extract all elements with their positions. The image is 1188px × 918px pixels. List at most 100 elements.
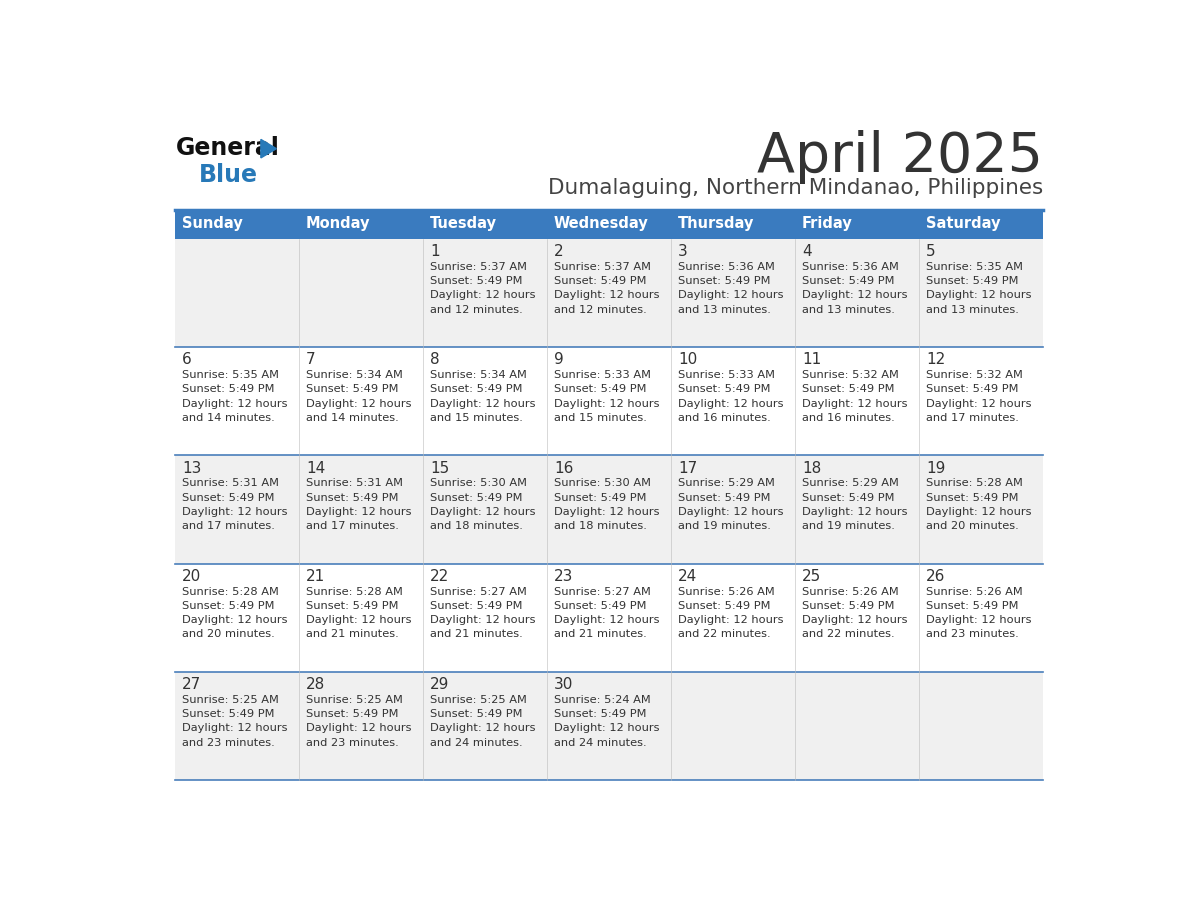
Text: and 18 minutes.: and 18 minutes.	[430, 521, 523, 532]
Text: Sunrise: 5:36 AM: Sunrise: 5:36 AM	[802, 262, 898, 272]
Text: Sunset: 5:49 PM: Sunset: 5:49 PM	[802, 385, 895, 395]
Text: 7: 7	[305, 353, 316, 367]
Text: 24: 24	[678, 569, 697, 584]
Text: Daylight: 12 hours: Daylight: 12 hours	[802, 615, 908, 625]
Text: Monday: Monday	[305, 217, 371, 231]
Bar	[918, 210, 1043, 239]
Text: and 16 minutes.: and 16 minutes.	[802, 413, 895, 423]
Text: Sunrise: 5:26 AM: Sunrise: 5:26 AM	[925, 587, 1023, 597]
Text: Daylight: 12 hours: Daylight: 12 hours	[430, 290, 536, 300]
Text: Sunset: 5:49 PM: Sunset: 5:49 PM	[430, 709, 523, 719]
Text: and 23 minutes.: and 23 minutes.	[182, 738, 274, 747]
Text: 8: 8	[430, 353, 440, 367]
Text: April 2025: April 2025	[757, 130, 1043, 185]
Text: Saturday: Saturday	[925, 217, 1000, 231]
Text: Daylight: 12 hours: Daylight: 12 hours	[554, 507, 659, 517]
Text: Sunrise: 5:31 AM: Sunrise: 5:31 AM	[182, 478, 279, 488]
Text: 17: 17	[678, 461, 697, 476]
Text: Sunrise: 5:29 AM: Sunrise: 5:29 AM	[678, 478, 775, 488]
Text: Sunset: 5:49 PM: Sunset: 5:49 PM	[305, 493, 398, 503]
Text: Sunrise: 5:30 AM: Sunrise: 5:30 AM	[554, 478, 651, 488]
Bar	[423, 210, 546, 239]
Text: and 17 minutes.: and 17 minutes.	[182, 521, 274, 532]
Text: 3: 3	[678, 244, 688, 259]
Text: Sunday: Sunday	[182, 217, 242, 231]
Text: Daylight: 12 hours: Daylight: 12 hours	[182, 507, 287, 517]
Text: 5: 5	[925, 244, 935, 259]
Text: Sunset: 5:49 PM: Sunset: 5:49 PM	[182, 601, 274, 610]
Text: Sunrise: 5:32 AM: Sunrise: 5:32 AM	[802, 370, 898, 380]
Bar	[299, 210, 423, 239]
Text: 14: 14	[305, 461, 326, 476]
Text: General: General	[176, 136, 279, 160]
Text: and 22 minutes.: and 22 minutes.	[802, 630, 895, 639]
Bar	[175, 564, 1043, 672]
Text: Sunrise: 5:25 AM: Sunrise: 5:25 AM	[182, 695, 279, 705]
Text: 11: 11	[802, 353, 821, 367]
Text: Sunrise: 5:37 AM: Sunrise: 5:37 AM	[430, 262, 526, 272]
Text: Sunrise: 5:29 AM: Sunrise: 5:29 AM	[802, 478, 898, 488]
Text: Sunrise: 5:28 AM: Sunrise: 5:28 AM	[182, 587, 279, 597]
Text: and 23 minutes.: and 23 minutes.	[305, 738, 399, 747]
Text: Daylight: 12 hours: Daylight: 12 hours	[305, 615, 411, 625]
Text: 20: 20	[182, 569, 201, 584]
Text: Daylight: 12 hours: Daylight: 12 hours	[554, 398, 659, 409]
Text: and 19 minutes.: and 19 minutes.	[678, 521, 771, 532]
Text: 18: 18	[802, 461, 821, 476]
Text: Daylight: 12 hours: Daylight: 12 hours	[802, 290, 908, 300]
Text: 2: 2	[554, 244, 563, 259]
Text: Sunset: 5:49 PM: Sunset: 5:49 PM	[305, 385, 398, 395]
Text: Daylight: 12 hours: Daylight: 12 hours	[925, 290, 1031, 300]
Text: Sunrise: 5:27 AM: Sunrise: 5:27 AM	[554, 587, 651, 597]
Text: 23: 23	[554, 569, 573, 584]
Text: Sunset: 5:49 PM: Sunset: 5:49 PM	[678, 601, 770, 610]
Text: Sunrise: 5:34 AM: Sunrise: 5:34 AM	[305, 370, 403, 380]
Text: and 21 minutes.: and 21 minutes.	[430, 630, 523, 639]
Text: 4: 4	[802, 244, 811, 259]
Text: Daylight: 12 hours: Daylight: 12 hours	[678, 615, 783, 625]
Text: Sunrise: 5:35 AM: Sunrise: 5:35 AM	[925, 262, 1023, 272]
Text: Sunset: 5:49 PM: Sunset: 5:49 PM	[678, 276, 770, 286]
Text: 6: 6	[182, 353, 191, 367]
Text: Sunrise: 5:26 AM: Sunrise: 5:26 AM	[802, 587, 898, 597]
Text: Sunset: 5:49 PM: Sunset: 5:49 PM	[802, 601, 895, 610]
Text: Daylight: 12 hours: Daylight: 12 hours	[182, 615, 287, 625]
Text: Sunrise: 5:33 AM: Sunrise: 5:33 AM	[678, 370, 775, 380]
Text: Sunset: 5:49 PM: Sunset: 5:49 PM	[554, 601, 646, 610]
Text: Sunset: 5:49 PM: Sunset: 5:49 PM	[430, 493, 523, 503]
Text: Sunrise: 5:34 AM: Sunrise: 5:34 AM	[430, 370, 526, 380]
Text: Daylight: 12 hours: Daylight: 12 hours	[554, 723, 659, 733]
Text: 22: 22	[430, 569, 449, 584]
Text: Sunset: 5:49 PM: Sunset: 5:49 PM	[305, 709, 398, 719]
Text: Tuesday: Tuesday	[430, 217, 497, 231]
Text: 21: 21	[305, 569, 326, 584]
Text: Sunrise: 5:28 AM: Sunrise: 5:28 AM	[305, 587, 403, 597]
Text: 9: 9	[554, 353, 563, 367]
Text: and 22 minutes.: and 22 minutes.	[678, 630, 771, 639]
Text: 10: 10	[678, 353, 697, 367]
Text: Sunset: 5:49 PM: Sunset: 5:49 PM	[182, 493, 274, 503]
Text: Sunrise: 5:35 AM: Sunrise: 5:35 AM	[182, 370, 279, 380]
Text: Sunset: 5:49 PM: Sunset: 5:49 PM	[305, 601, 398, 610]
Text: and 21 minutes.: and 21 minutes.	[305, 630, 399, 639]
Text: Daylight: 12 hours: Daylight: 12 hours	[678, 507, 783, 517]
Text: 26: 26	[925, 569, 946, 584]
Text: Daylight: 12 hours: Daylight: 12 hours	[678, 398, 783, 409]
Text: and 14 minutes.: and 14 minutes.	[305, 413, 399, 423]
Text: Sunset: 5:49 PM: Sunset: 5:49 PM	[678, 385, 770, 395]
Text: 13: 13	[182, 461, 201, 476]
Text: and 12 minutes.: and 12 minutes.	[430, 305, 523, 315]
Text: Sunrise: 5:27 AM: Sunrise: 5:27 AM	[430, 587, 526, 597]
Text: and 23 minutes.: and 23 minutes.	[925, 630, 1018, 639]
Text: Daylight: 12 hours: Daylight: 12 hours	[802, 398, 908, 409]
Text: Sunset: 5:49 PM: Sunset: 5:49 PM	[554, 276, 646, 286]
Bar	[175, 210, 299, 239]
Text: 28: 28	[305, 677, 326, 692]
Text: Daylight: 12 hours: Daylight: 12 hours	[305, 723, 411, 733]
Text: and 17 minutes.: and 17 minutes.	[925, 413, 1018, 423]
Text: 1: 1	[430, 244, 440, 259]
Text: Sunrise: 5:31 AM: Sunrise: 5:31 AM	[305, 478, 403, 488]
Text: Sunrise: 5:36 AM: Sunrise: 5:36 AM	[678, 262, 775, 272]
Text: and 18 minutes.: and 18 minutes.	[554, 521, 646, 532]
Text: Daylight: 12 hours: Daylight: 12 hours	[678, 290, 783, 300]
